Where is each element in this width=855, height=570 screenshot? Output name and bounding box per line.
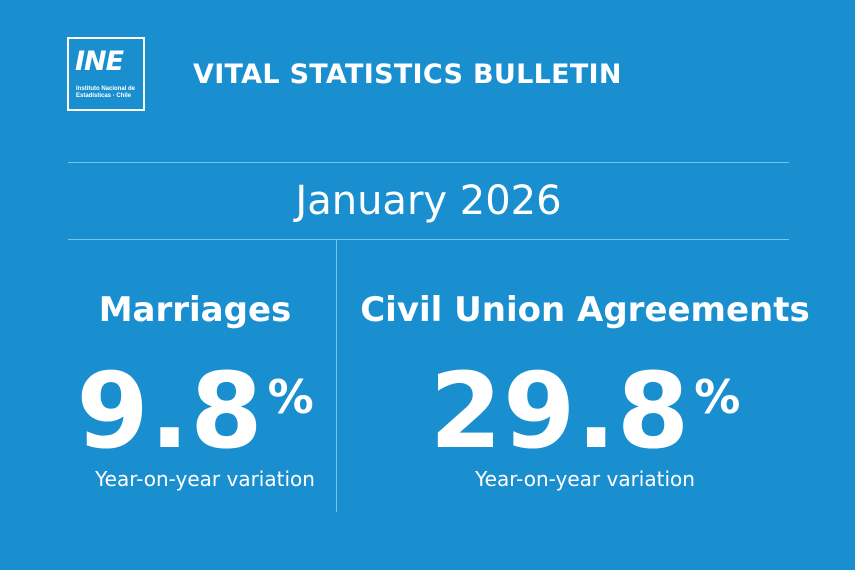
top-divider xyxy=(68,162,789,163)
civil-unions-title: Civil Union Agreements xyxy=(360,290,810,330)
logo-mark: INE xyxy=(75,46,124,77)
civil-unions-caption: Year-on-year variation xyxy=(475,467,695,491)
marriages-unit: % xyxy=(267,370,314,424)
civil-unions-panel: Civil Union Agreements 29.8% Year-on-yea… xyxy=(345,288,825,492)
civil-unions-unit: % xyxy=(694,370,741,424)
civil-unions-figure: 29.8% xyxy=(345,338,825,470)
period-label: January 2026 xyxy=(295,178,562,224)
marriages-value: 9.8 xyxy=(76,350,264,472)
marriages-title: Marriages xyxy=(98,290,292,330)
logo-subtitle-line-1: Instituto Nacional de xyxy=(76,86,136,92)
marriages-caption: Year-on-year variation xyxy=(95,467,315,491)
marriages-figure: 9.8% xyxy=(60,338,330,470)
logo-subtitle: Instituto Nacional de Estadísticas · Chi… xyxy=(76,86,142,100)
civil-unions-value: 29.8 xyxy=(429,350,691,472)
logo-subtitle-line-2: Estadísticas · Chile xyxy=(76,93,132,99)
ine-logo: INE Instituto Nacional de Estadísticas ·… xyxy=(67,37,145,111)
bottom-divider xyxy=(68,239,789,240)
vertical-divider xyxy=(336,240,337,512)
marriages-panel: Marriages 9.8% Year-on-year variation xyxy=(60,288,330,492)
bulletin-title: VITAL STATISTICS BULLETIN xyxy=(193,59,622,90)
